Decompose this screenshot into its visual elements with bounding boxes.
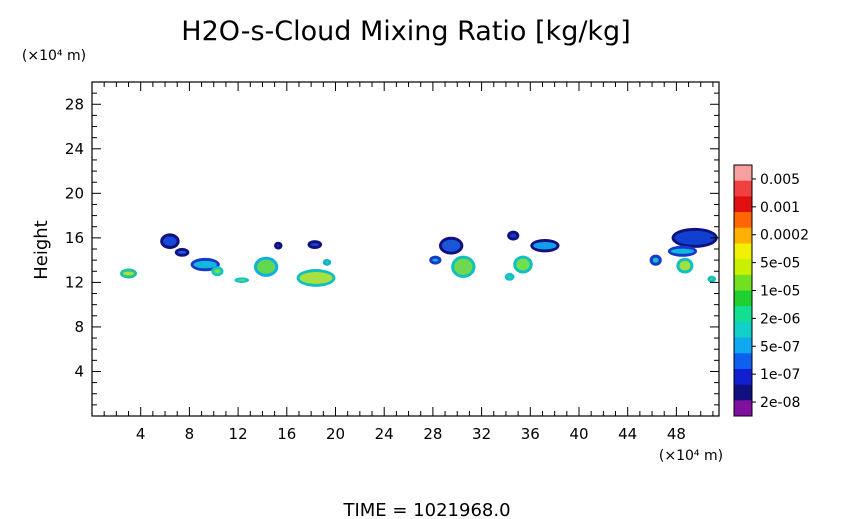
colorbar-swatch <box>734 243 752 260</box>
cloud-patch <box>163 236 177 246</box>
x-tick-label: 12 <box>229 425 248 443</box>
cloud-patch <box>710 278 713 281</box>
colorbar-label: 1e-07 <box>760 367 800 383</box>
cloud-patch <box>177 250 187 254</box>
cloud-patch <box>325 261 329 264</box>
cloud-patch <box>432 258 439 262</box>
y-unit-label: (×10⁴ m) <box>22 48 86 64</box>
colorbar-label: 5e-07 <box>760 339 800 355</box>
cloud-patch <box>214 269 221 274</box>
cloud-patch <box>533 241 557 250</box>
y-tick-label: 4 <box>74 362 84 380</box>
colorbar: 0.005 0.001 0.0002 5e-05 1e-05 2e-06 5e-07 1e-0… <box>733 164 809 417</box>
y-tick-label: 28 <box>65 95 84 113</box>
y-tick-label: 12 <box>65 273 84 291</box>
x-tick-label: 24 <box>375 425 394 443</box>
cloud-patch <box>510 233 517 238</box>
x-tick-label: 16 <box>277 425 296 443</box>
cloud-patch <box>679 260 691 271</box>
colorbar-swatch <box>734 227 752 244</box>
colorbar-label: 2e-06 <box>760 311 800 327</box>
cloud-patch <box>277 244 280 247</box>
colorbar-swatch <box>734 180 752 197</box>
colorbar-swatch <box>734 384 752 401</box>
colorbar-swatch <box>734 274 752 291</box>
cloud-patch <box>670 248 695 254</box>
y-tick-label: 24 <box>65 140 84 158</box>
colorbar-swatch <box>734 337 752 354</box>
y-tick-label: 8 <box>74 318 84 336</box>
y-axis-label: Height <box>31 220 52 280</box>
cloud-patch <box>441 239 461 252</box>
colorbar-label: 2e-08 <box>760 395 800 411</box>
colorbar-swatch <box>734 196 752 213</box>
cloud-patch <box>256 259 276 274</box>
colorbar-swatch <box>734 353 752 370</box>
x-unit-label: (×10⁴ m) <box>659 448 723 464</box>
x-tick-label: 44 <box>618 425 637 443</box>
cloud-patch <box>310 243 320 246</box>
colorbar-swatch <box>734 290 752 307</box>
colorbar-swatch <box>734 306 752 323</box>
cloud-patch <box>454 258 473 275</box>
cloud-patch <box>652 257 659 263</box>
x-tick-label: 40 <box>569 425 588 443</box>
x-tick-label: 28 <box>423 425 442 443</box>
colorbar-swatch <box>734 368 752 386</box>
x-tick-label: 48 <box>667 425 686 443</box>
colorbar-label: 0.0002 <box>760 228 809 244</box>
colorbar-swatch <box>734 259 752 276</box>
chart-title: H2O-s-Cloud Mixing Ratio [kg/kg] <box>181 16 630 47</box>
cloud-patch <box>193 260 217 269</box>
time-footer: TIME = 1021968.0 <box>342 500 510 519</box>
x-tick-label: 32 <box>472 425 491 443</box>
cloud-patch <box>674 230 715 245</box>
colorbar-label: 1e-05 <box>760 284 800 300</box>
cloud-field <box>120 227 718 287</box>
x-tick-label: 8 <box>185 425 195 443</box>
colorbar-label: 5e-05 <box>760 256 800 272</box>
y-tick-label: 16 <box>65 229 84 247</box>
colorbar-swatch <box>734 321 752 339</box>
cloud-patch <box>516 258 530 271</box>
x-tick-label: 20 <box>326 425 345 443</box>
colorbar-label: 0.001 <box>760 200 800 216</box>
colorbar-swatch <box>734 212 752 229</box>
colorbar-swatch <box>734 400 752 417</box>
y-tick-label: 20 <box>65 184 84 202</box>
cloud-patch <box>507 275 512 278</box>
cloud-patch <box>237 279 247 282</box>
cloud-patch <box>123 271 135 276</box>
cloud-patch <box>299 272 333 284</box>
x-tick-label: 36 <box>521 425 540 443</box>
x-tick-label: 4 <box>136 425 146 443</box>
colorbar-label: 0.005 <box>760 172 800 188</box>
colorbar-swatch <box>734 165 752 182</box>
